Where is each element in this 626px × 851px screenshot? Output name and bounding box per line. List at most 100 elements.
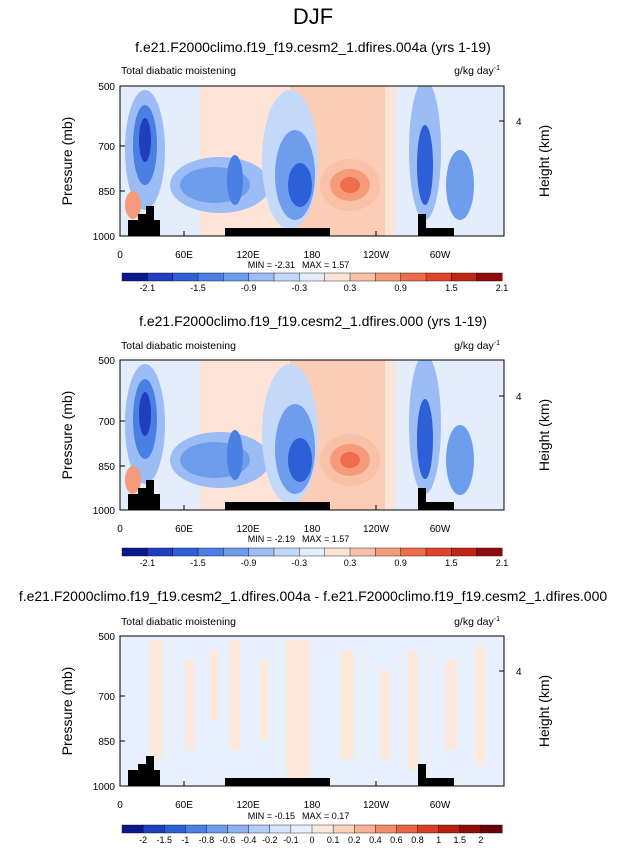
colorbar-tick-label: 1.5 [445, 283, 458, 293]
colorbar-swatch [451, 547, 478, 557]
colorbar-swatch [375, 824, 397, 834]
min-value: MIN = -2.19 [248, 534, 295, 544]
colorbar-swatch [147, 272, 174, 282]
colorbar-swatch [438, 824, 461, 834]
colorbar-swatch [299, 272, 326, 282]
colorbar-tick-label: -0.1 [283, 835, 299, 845]
y-tick-label: 700 [98, 417, 115, 428]
colorbar-swatch [425, 547, 452, 557]
colorbar-tick-label: -2.1 [140, 558, 156, 568]
colorbar-tick-label: -0.4 [241, 835, 257, 845]
x-axis: 0 60E 120E 180 120W 60W [117, 781, 451, 811]
colorbar-tick-label: -1.5 [190, 283, 206, 293]
colorbar-swatch [248, 272, 275, 282]
y-axis-title: Pressure (mb) [59, 667, 75, 756]
x-tick-label: 60W [430, 250, 451, 261]
x-tick-label: 60E [175, 250, 193, 261]
colorbar-swatch [273, 547, 300, 557]
colorbar-swatch [311, 824, 334, 834]
x-tick-label: 120W [363, 800, 390, 811]
units-exponent: -1 [494, 340, 500, 347]
panel-3: f.e21.F2000climo.f19_f19.cesm2_1.dfires.… [19, 588, 608, 845]
colorbar-tick-label: 1.5 [454, 835, 467, 845]
colorbar-swatch [223, 547, 250, 557]
y-axis: 500 700 850 1000 Pressure (mb) [59, 356, 125, 517]
colorbar-swatch [375, 272, 402, 282]
contour-field [120, 360, 504, 510]
colorbar-swatch [400, 547, 427, 557]
colorbar-swatch [273, 272, 300, 282]
variable-label: Total diabatic moistening [121, 616, 236, 628]
colorbar-tick-label: 0.4 [369, 835, 382, 845]
colorbar-swatch [459, 824, 482, 834]
variable-label: Total diabatic moistening [121, 340, 236, 352]
y-right-tick-label: 4 [516, 667, 522, 678]
x-tick-label: 120E [236, 800, 260, 811]
colorbar-tick-label: -1.5 [190, 558, 206, 568]
colorbar-tick-label: -0.9 [241, 283, 257, 293]
y-tick-label: 850 [98, 737, 115, 748]
y-axis-title: Pressure (mb) [59, 117, 75, 206]
colorbar-swatch [349, 547, 376, 557]
colorbar-swatch [172, 272, 199, 282]
panel-1: f.e21.F2000climo.f19_f19.cesm2_1.dfires.… [59, 39, 552, 293]
y-tick-label: 850 [98, 187, 115, 198]
colorbar-tick-label: -2 [139, 835, 147, 845]
colorbar-swatch [164, 824, 186, 834]
colorbar: -2.1 -1.5 -0.9 -0.3 0.3 0.9 1.5 2.1 [121, 547, 509, 568]
x-tick-label: 60E [175, 524, 193, 535]
min-value: MIN = -2.31 [248, 260, 295, 270]
x-tick-label: 60W [430, 524, 451, 535]
panel-title: f.e21.F2000climo.f19_f19.cesm2_1.dfires.… [19, 588, 608, 604]
x-tick-label: 0 [117, 524, 123, 535]
colorbar-swatch [332, 824, 355, 834]
colorbar-swatch [197, 272, 224, 282]
colorbar-tick-label: 1 [436, 835, 441, 845]
x-tick-label: 180 [304, 800, 321, 811]
y-right-axis-title: Height (km) [536, 675, 552, 747]
panel-title: f.e21.F2000climo.f19_f19.cesm2_1.dfires.… [139, 313, 487, 329]
colorbar-tick-label: -0.2 [262, 835, 278, 845]
max-value: MAX = 0.17 [302, 811, 349, 821]
colorbar-tick-label: -0.8 [199, 835, 215, 845]
y-axis-right: 4 Height (km) [499, 392, 552, 471]
colorbar-tick-label: 2.1 [496, 558, 509, 568]
colorbar-swatch [425, 272, 452, 282]
colorbar-swatch [299, 547, 326, 557]
y-axis-right: 4 Height (km) [499, 117, 552, 197]
colorbar-swatch [197, 547, 224, 557]
x-tick-label: 180 [304, 250, 321, 261]
x-tick-label: 60W [430, 800, 451, 811]
colorbar-tick-label: 0.9 [394, 283, 407, 293]
units-exponent: -1 [494, 65, 500, 72]
y-tick-label: 500 [98, 632, 115, 643]
y-tick-label: 700 [98, 692, 115, 703]
colorbar-swatch [227, 824, 250, 834]
colorbar-swatch [121, 272, 148, 282]
colorbar-swatch [142, 824, 165, 834]
colorbar-tick-label: 0 [309, 835, 314, 845]
colorbar-tick-label: -0.9 [241, 558, 257, 568]
colorbar-swatch [172, 547, 199, 557]
colorbar-swatch [121, 824, 144, 834]
colorbar-swatch [476, 547, 503, 557]
colorbar-swatch [185, 824, 207, 834]
y-tick-label: 850 [98, 462, 115, 473]
y-tick-label: 500 [98, 356, 115, 367]
colorbar-tick-label: 0.8 [411, 835, 424, 845]
colorbar-tick-label: 0.9 [394, 558, 407, 568]
colorbar-swatch [248, 547, 275, 557]
panel-2: f.e21.F2000climo.f19_f19.cesm2_1.dfires.… [59, 313, 552, 568]
variable-label: Total diabatic moistening [121, 65, 236, 77]
y-axis: 500 700 850 1000 Pressure (mb) [59, 632, 125, 793]
colorbar-tick-label: -2.1 [140, 283, 156, 293]
max-value: MAX = 1.57 [302, 534, 349, 544]
y-tick-label: 700 [98, 142, 115, 153]
colorbar-swatch [248, 824, 271, 834]
figure-title: DJF [293, 4, 333, 29]
y-tick-label: 1000 [93, 782, 116, 793]
max-value: MAX = 1.57 [302, 260, 349, 270]
colorbar-swatch [476, 272, 503, 282]
y-right-tick-label: 4 [516, 392, 522, 403]
colorbar-tick-label: 2 [478, 835, 483, 845]
